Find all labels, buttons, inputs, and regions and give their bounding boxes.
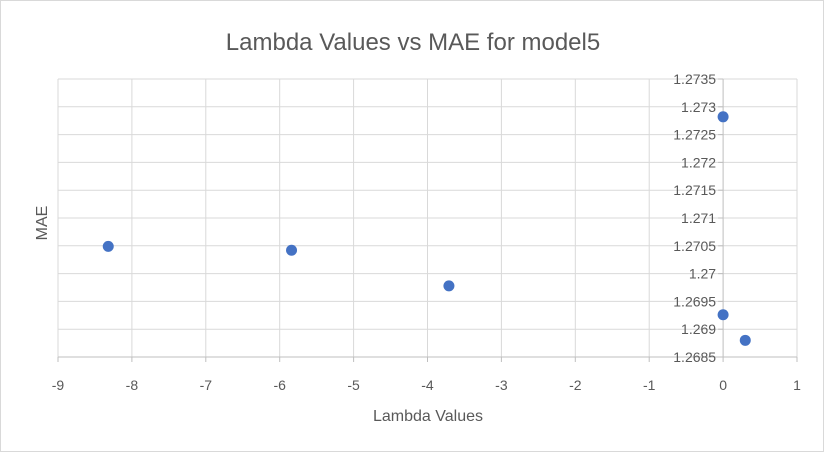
y-tick-label: 1.271 bbox=[681, 210, 716, 226]
data-point bbox=[717, 111, 729, 123]
x-tick-label: -2 bbox=[569, 377, 582, 393]
x-tick-label: -9 bbox=[52, 377, 65, 393]
x-tick-label: -5 bbox=[347, 377, 360, 393]
x-tick-label: -1 bbox=[643, 377, 656, 393]
x-tick-label: 0 bbox=[719, 377, 727, 393]
y-tick-labels: 1.2685 1.269 1.2695 1.27 1.2705 1.271 1.2715 1.… bbox=[673, 71, 716, 365]
x-tick-label: -7 bbox=[200, 377, 213, 393]
y-tick-label: 1.27 bbox=[689, 266, 716, 282]
chart-title: Lambda Values vs MAE for model5 bbox=[226, 29, 600, 56]
x-tick-label: -4 bbox=[421, 377, 434, 393]
y-tick-label: 1.2725 bbox=[673, 127, 716, 143]
y-tick-label: 1.2715 bbox=[673, 182, 716, 198]
y-tick-label: 1.2705 bbox=[673, 238, 716, 254]
y-tick-label: 1.269 bbox=[681, 321, 716, 337]
y-tick-label: 1.2685 bbox=[673, 349, 716, 365]
x-tick-label: 1 bbox=[793, 377, 801, 393]
y-tick-label: 1.2695 bbox=[673, 293, 716, 309]
x-tick-label: -3 bbox=[495, 377, 508, 393]
x-tick-labels: -9 -8 -7 -6 -5 -4 -3 -2 -1 0 1 bbox=[52, 377, 801, 393]
gridlines bbox=[57, 78, 798, 357]
y-tick-label: 1.2735 bbox=[673, 71, 716, 87]
data-point bbox=[443, 280, 455, 292]
data-point bbox=[286, 244, 298, 256]
data-point bbox=[739, 334, 751, 346]
y-axis-title: MAE bbox=[34, 206, 51, 241]
y-tick-label: 1.273 bbox=[681, 99, 716, 115]
x-tick-label: -6 bbox=[273, 377, 286, 393]
data-points bbox=[102, 111, 751, 346]
x-axis-title: Lambda Values bbox=[373, 408, 483, 425]
y-tick-label: 1.272 bbox=[681, 154, 716, 170]
x-tick-label: -8 bbox=[126, 377, 139, 393]
data-point bbox=[717, 309, 729, 321]
data-point bbox=[102, 240, 114, 252]
